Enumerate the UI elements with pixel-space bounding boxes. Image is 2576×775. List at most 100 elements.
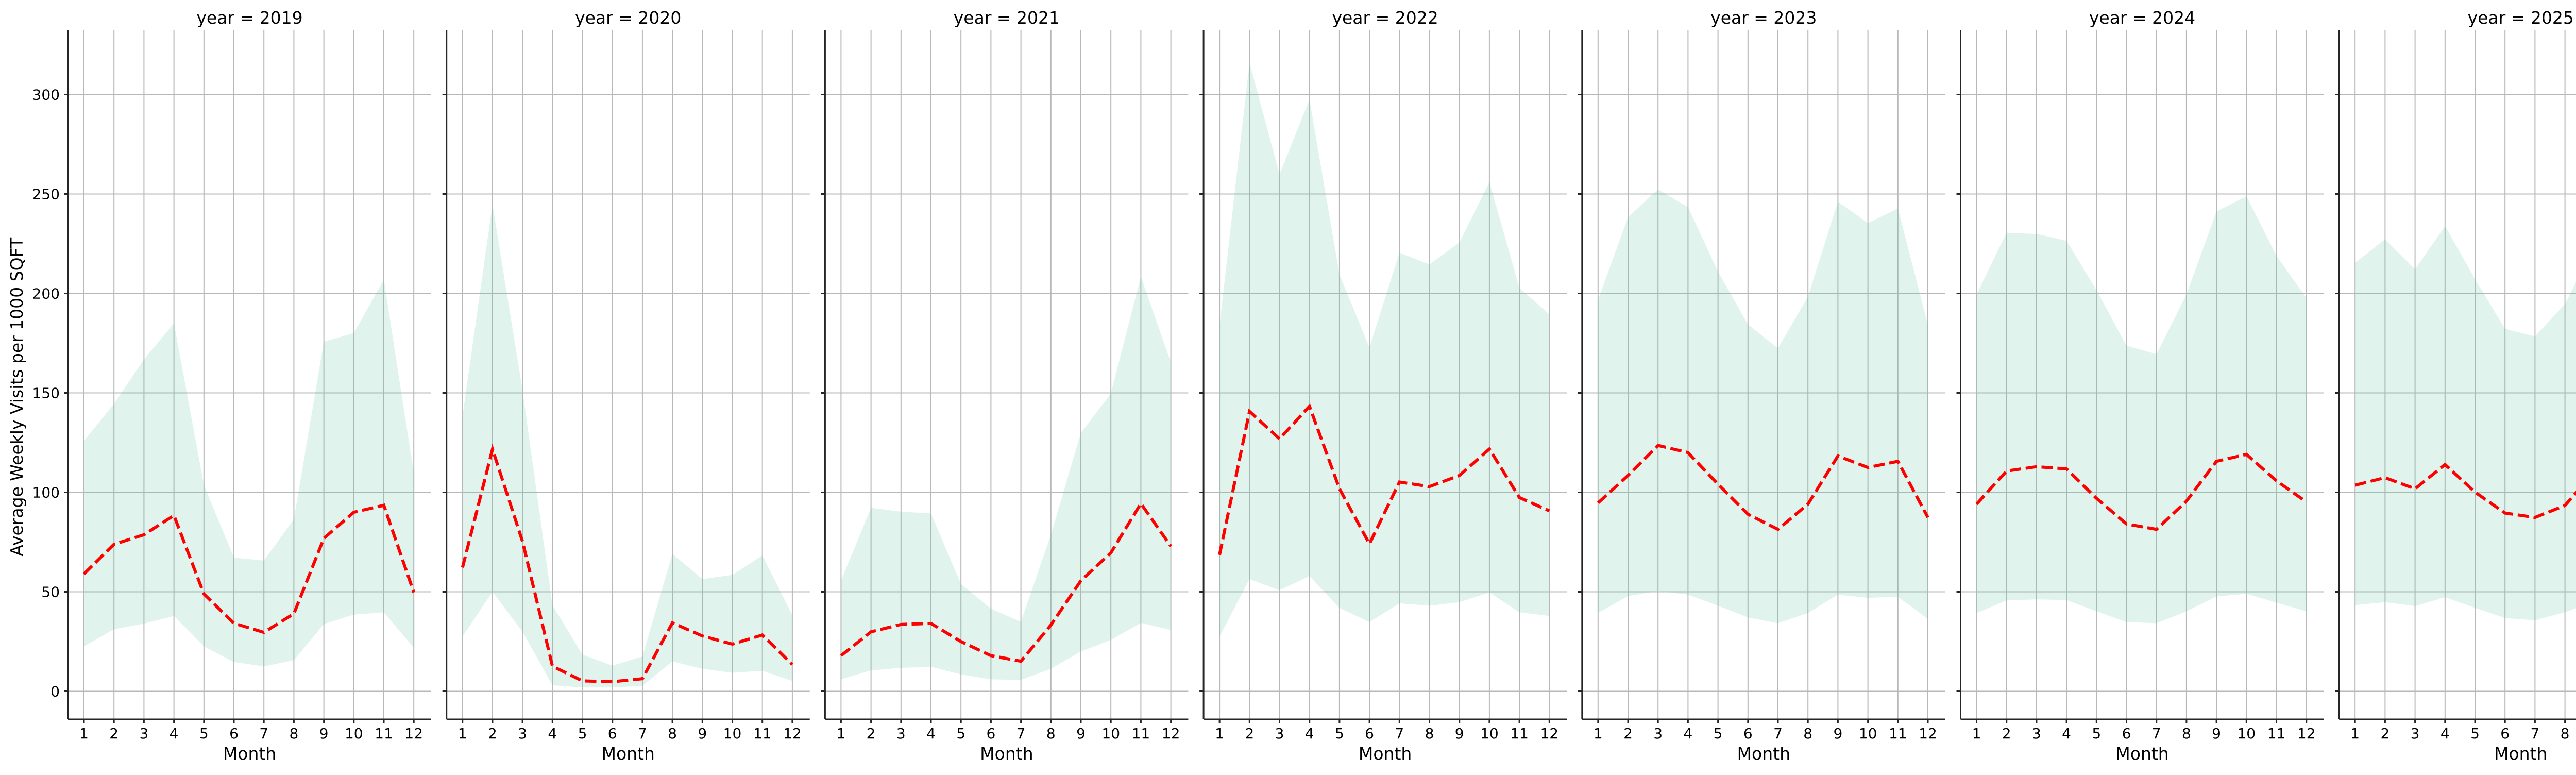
x-tick-label: 10 xyxy=(1480,725,1499,742)
x-tick-label: 2 xyxy=(109,725,118,742)
x-tick-label: 10 xyxy=(723,725,742,742)
x-tick-label: 12 xyxy=(2297,725,2316,742)
x-tick-label: 6 xyxy=(986,725,995,742)
x-tick-label: 12 xyxy=(1540,725,1558,742)
y-tick-label: 300 xyxy=(32,87,60,104)
x-tick-label: 6 xyxy=(608,725,617,742)
median-line xyxy=(461,443,794,683)
median-line xyxy=(82,503,416,634)
x-tick-label: 1 xyxy=(836,725,845,742)
x-tick-label: 8 xyxy=(1803,725,1812,742)
x-tick-label: 8 xyxy=(668,725,677,742)
x-tick-label: 2 xyxy=(2002,725,2011,742)
x-tick-label: 7 xyxy=(638,725,647,742)
median-line xyxy=(2354,462,2576,519)
median-line xyxy=(1975,452,2308,531)
x-tick-label: 1 xyxy=(79,725,89,742)
x-tick-label: 8 xyxy=(1425,725,1434,742)
x-axis-label: Month xyxy=(1359,744,1412,764)
percentile-band xyxy=(84,279,414,667)
y-axis-label: Average Weekly Visits per 1000 SQFT xyxy=(7,237,27,557)
x-tick-label: 11 xyxy=(1510,725,1529,742)
x-tick-label: 2 xyxy=(488,725,497,742)
x-tick-label: 1 xyxy=(1215,725,1224,742)
x-tick-label: 1 xyxy=(458,725,467,742)
x-tick-label: 1 xyxy=(1972,725,1981,742)
x-tick-label: 7 xyxy=(259,725,268,742)
x-tick-label: 11 xyxy=(1132,725,1150,742)
x-axis-label: Month xyxy=(2494,744,2547,764)
x-tick-label: 10 xyxy=(2237,725,2256,742)
x-tick-label: 4 xyxy=(548,725,557,742)
x-tick-label: 2 xyxy=(1245,725,1254,742)
x-tick-label: 10 xyxy=(345,725,363,742)
x-axis-label: Month xyxy=(2115,744,2168,764)
x-tick-label: 7 xyxy=(1016,725,1026,742)
x-tick-label: 11 xyxy=(753,725,772,742)
x-tick-label: 4 xyxy=(1683,725,1692,742)
x-tick-label: 8 xyxy=(2182,725,2191,742)
x-tick-label: 4 xyxy=(926,725,936,742)
y-tick-label: 0 xyxy=(50,683,60,700)
x-tick-label: 3 xyxy=(139,725,148,742)
x-tick-label: 6 xyxy=(2500,725,2510,742)
x-tick-label: 10 xyxy=(1101,725,1120,742)
x-axis-label: Month xyxy=(601,744,654,764)
x-tick-label: 5 xyxy=(2470,725,2480,742)
x-tick-label: 12 xyxy=(1919,725,1937,742)
x-tick-label: 2 xyxy=(1623,725,1633,742)
x-tick-label: 11 xyxy=(375,725,393,742)
x-tick-label: 3 xyxy=(896,725,906,742)
x-tick-label: 6 xyxy=(229,725,239,742)
x-tick-label: 7 xyxy=(1395,725,1404,742)
x-tick-label: 3 xyxy=(2411,725,2420,742)
median-line xyxy=(1218,403,1550,555)
panel-title: year = 2020 xyxy=(575,8,681,28)
panel-title: year = 2019 xyxy=(196,8,302,28)
percentile-band xyxy=(462,204,792,688)
x-tick-label: 4 xyxy=(170,725,179,742)
percentile-band xyxy=(1219,62,1550,637)
x-tick-label: 10 xyxy=(1859,725,1877,742)
x-tick-label: 5 xyxy=(1335,725,1344,742)
percentile-band xyxy=(1976,196,2307,624)
percentile-band xyxy=(2355,226,2576,620)
x-tick-label: 7 xyxy=(1773,725,1783,742)
panel-title: year = 2021 xyxy=(954,8,1060,28)
x-tick-label: 5 xyxy=(956,725,965,742)
x-tick-label: 11 xyxy=(2267,725,2286,742)
x-tick-label: 7 xyxy=(2530,725,2539,742)
x-tick-label: 9 xyxy=(1076,725,1086,742)
x-tick-label: 11 xyxy=(1889,725,1907,742)
x-tick-label: 12 xyxy=(1162,725,1180,742)
x-tick-label: 1 xyxy=(2350,725,2360,742)
percentile-band xyxy=(841,277,1171,680)
median-line xyxy=(840,500,1173,663)
x-tick-label: 9 xyxy=(1455,725,1464,742)
y-tick-label: 250 xyxy=(32,186,60,203)
x-tick-label: 6 xyxy=(1743,725,1753,742)
median-line xyxy=(1597,444,1929,531)
percentile-band xyxy=(1598,189,1928,624)
x-tick-label: 1 xyxy=(1594,725,1603,742)
x-tick-label: 4 xyxy=(2441,725,2450,742)
x-tick-label: 12 xyxy=(404,725,423,742)
x-tick-label: 6 xyxy=(1365,725,1374,742)
y-tick-label: 50 xyxy=(41,584,60,601)
x-tick-label: 9 xyxy=(1833,725,1842,742)
x-tick-label: 8 xyxy=(1046,725,1056,742)
x-tick-label: 4 xyxy=(1305,725,1314,742)
x-tick-label: 9 xyxy=(2212,725,2221,742)
x-tick-label: 9 xyxy=(698,725,707,742)
panel-title: year = 2022 xyxy=(1332,8,1438,28)
x-tick-label: 5 xyxy=(2092,725,2101,742)
x-tick-label: 3 xyxy=(518,725,527,742)
x-tick-label: 8 xyxy=(289,725,298,742)
